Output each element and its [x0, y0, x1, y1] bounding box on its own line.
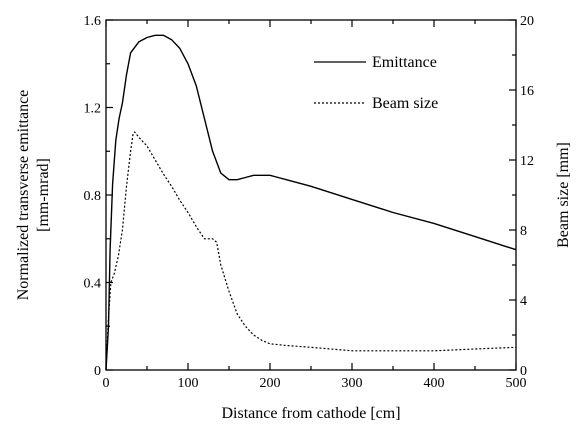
y-tick-label: 0.8 — [84, 189, 102, 204]
y2-tick-label: 8 — [520, 224, 527, 239]
ticks — [105, 19, 517, 371]
y2-axis-label: Beam size [mm] — [555, 142, 572, 248]
series-layer — [105, 34, 517, 371]
y-tick-label: 0 — [94, 364, 101, 379]
y2-tick-label: 12 — [520, 154, 534, 169]
x-tick-label: 200 — [260, 376, 281, 391]
x-axis-label: Distance from cathode [cm] — [221, 405, 400, 422]
legend: Emittance Beam size — [314, 54, 438, 112]
y-tick-label: 1.2 — [84, 102, 102, 117]
x-tick-label: 100 — [178, 376, 199, 391]
legend-label-emittance: Emittance — [372, 54, 437, 71]
y-axis-label-line-1: Normalized transverse emittance — [15, 90, 32, 301]
y2-tick-label: 16 — [520, 84, 534, 99]
x-tick-label: 500 — [506, 376, 527, 391]
series-line-beam-size — [105, 131, 517, 371]
y2-tick-label: 4 — [520, 294, 527, 309]
y2-tick-label: 0 — [520, 364, 527, 379]
x-tick-label: 300 — [342, 376, 363, 391]
y2-tick-label: 20 — [520, 14, 534, 29]
series-line-emittance — [105, 34, 517, 371]
y-axis-label-line-2: [mm-mrad] — [35, 158, 52, 232]
legend-label-beam-size: Beam size — [372, 95, 438, 112]
x-tick-label: 400 — [424, 376, 445, 391]
plot-frame — [105, 19, 517, 371]
y-tick-label: 0.4 — [84, 277, 102, 292]
y-tick-label: 1.6 — [84, 14, 102, 29]
x-tick-label: 0 — [103, 376, 110, 391]
